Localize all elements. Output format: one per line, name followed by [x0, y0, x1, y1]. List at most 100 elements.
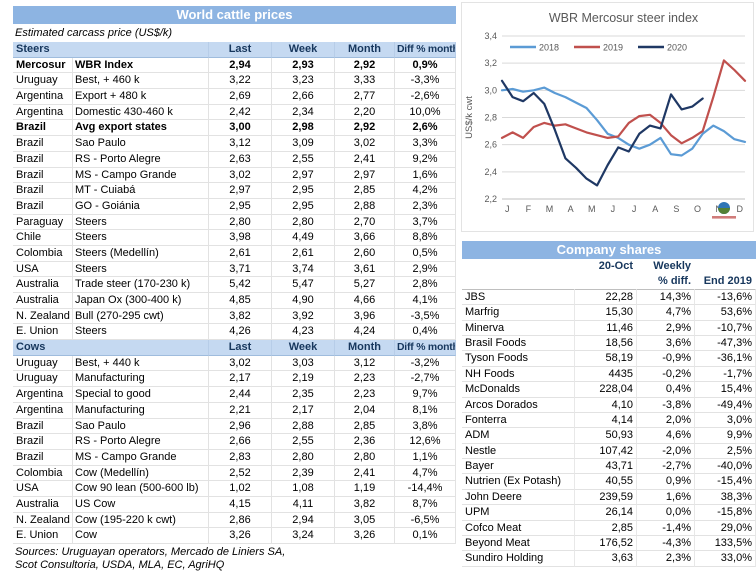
company-name-cell: Nestle — [462, 443, 575, 460]
item-cell: Best, + 460 k — [73, 73, 209, 90]
month-cell: 2,23 — [335, 371, 395, 388]
diff-cell: 0,9% — [395, 57, 456, 74]
month-cell: 2,85 — [335, 418, 395, 435]
shares-column-header: Weekly — [653, 260, 691, 272]
month-cell: 3,05 — [335, 512, 395, 529]
x-tick-label: J — [505, 204, 510, 214]
y-tick-label: 3,4 — [484, 31, 497, 41]
item-cell: RS - Porto Alegre — [73, 151, 209, 168]
month-cell: 3,66 — [335, 230, 395, 246]
price-cell: 2,85 — [575, 520, 637, 537]
price-row: Argentina Export + 480 k 2,69 2,66 2,77 -2,6% — [13, 89, 456, 105]
item-cell: Avg export states — [73, 120, 209, 137]
end2019-diff-cell: 9,9% — [695, 428, 756, 444]
item-cell: MS - Campo Grande — [73, 449, 209, 466]
weekly-diff-cell: 0,4% — [637, 382, 695, 398]
y-tick-label: 3,2 — [484, 58, 497, 68]
item-cell: Domestic 430-460 k — [73, 104, 209, 121]
share-row: JBS 22,28 14,3% -13,6% — [462, 289, 756, 306]
shares-column-header: % diff. — [637, 274, 695, 290]
price-cell: 26,14 — [575, 505, 637, 521]
column-header: Week — [272, 42, 335, 58]
y-tick-label: 2,6 — [484, 140, 497, 150]
country-cell: N. Zealand — [13, 512, 73, 529]
price-cell: 40,55 — [575, 474, 637, 490]
share-row: Bayer 43,71 -2,7% -40,0% — [462, 459, 756, 475]
company-shares-panel: Company shares 20-Oct Weekly % diff. End 20… — [462, 241, 756, 567]
share-row: UPM 26,14 0,0% -15,8% — [462, 505, 756, 521]
company-name-cell: Beyond Meat — [462, 536, 575, 552]
company-name-cell: John Deere — [462, 489, 575, 506]
shares-column-header — [462, 274, 575, 290]
weekly-diff-cell: -0,2% — [637, 366, 695, 383]
country-cell: Argentina — [13, 402, 73, 419]
price-row: Brazil RS - Porto Alegre 2,66 2,55 2,36 12,6% — [13, 434, 456, 450]
share-row: Sundiro Holding 3,63 2,3% 33,0% — [462, 551, 756, 567]
diff-cell: 12,6% — [395, 434, 456, 450]
diff-cell: 4,1% — [395, 293, 456, 309]
price-cell: 4435 — [575, 366, 637, 383]
week-cell: 3,92 — [272, 308, 335, 325]
column-header: Month — [335, 42, 395, 58]
y-axis-title: US$/k cwt — [464, 96, 475, 139]
month-cell: 3,61 — [335, 261, 395, 278]
country-cell: Australia — [13, 293, 73, 309]
week-cell: 2,95 — [272, 183, 335, 199]
price-row: N. Zealand Bull (270-295 cwt) 3,82 3,92 3,96… — [13, 308, 456, 325]
diff-cell: -3,2% — [395, 355, 456, 372]
price-row: Brazil GO - Goiánia 2,95 2,95 2,88 2,3% — [13, 198, 456, 215]
month-cell: 2,80 — [335, 449, 395, 466]
week-cell: 1,08 — [272, 481, 335, 497]
week-cell: 2,34 — [272, 104, 335, 121]
series-2020-line — [500, 79, 704, 187]
price-cell: 50,93 — [575, 428, 637, 444]
diff-cell: 2,6% — [395, 120, 456, 137]
item-cell: US Cow — [73, 496, 209, 513]
price-row: Australia Japan Ox (300-400 k) 4,85 4,90 4,6… — [13, 293, 456, 309]
month-cell: 2,85 — [335, 183, 395, 199]
chart-title: WBR Mercosur steer index — [549, 11, 699, 25]
column-header: Month — [335, 340, 395, 356]
price-table: Steers Last Week Month Diff % month Mercosur W… — [13, 42, 456, 544]
week-cell: 2,88 — [272, 418, 335, 435]
x-tick-label: F — [526, 204, 532, 214]
last-cell: 3,26 — [209, 528, 272, 544]
company-name-cell: Tyson Foods — [462, 351, 575, 367]
month-cell: 3,82 — [335, 496, 395, 513]
last-cell: 4,85 — [209, 293, 272, 309]
month-cell: 3,12 — [335, 355, 395, 372]
price-cell: 3,63 — [575, 551, 637, 567]
month-cell: 2,70 — [335, 214, 395, 231]
last-cell: 2,94 — [209, 57, 272, 74]
weekly-diff-cell: 4,7% — [637, 305, 695, 321]
month-cell: 4,24 — [335, 324, 395, 341]
month-cell: 3,33 — [335, 73, 395, 90]
company-shares-title: Company shares — [462, 241, 756, 259]
weekly-diff-cell: 2,3% — [637, 551, 695, 567]
price-row: E. Union Steers 4,26 4,23 4,24 0,4% — [13, 324, 456, 341]
last-cell: 2,96 — [209, 418, 272, 435]
month-cell: 2,97 — [335, 167, 395, 184]
country-cell: Brazil — [13, 183, 73, 199]
sources-line-1: Sources: Uruguayan operators, Mercado de… — [15, 546, 286, 558]
company-name-cell: ADM — [462, 428, 575, 444]
x-tick-label: M — [546, 204, 554, 214]
week-cell: 4,49 — [272, 230, 335, 246]
x-tick-label: O — [694, 204, 701, 214]
diff-cell: 4,2% — [395, 183, 456, 199]
weekly-diff-cell: 2,9% — [637, 320, 695, 336]
country-cell: Uruguay — [13, 73, 73, 90]
month-cell: 2,41 — [335, 151, 395, 168]
item-cell: Cow — [73, 528, 209, 544]
week-cell: 2,35 — [272, 387, 335, 403]
company-name-cell: NH Foods — [462, 366, 575, 383]
last-cell: 3,82 — [209, 308, 272, 325]
last-cell: 3,00 — [209, 120, 272, 137]
price-row: USA Steers 3,71 3,74 3,61 2,9% — [13, 261, 456, 278]
price-row: Brazil RS - Porto Alegre 2,63 2,55 2,41 9,2% — [13, 151, 456, 168]
end2019-diff-cell: 133,5% — [695, 536, 756, 552]
end2019-diff-cell: -36,1% — [695, 351, 756, 367]
month-cell: 2,77 — [335, 89, 395, 105]
week-cell: 2,39 — [272, 465, 335, 482]
price-row: N. Zealand Cow (195-220 k cwt) 2,86 2,94 3,0… — [13, 512, 456, 529]
